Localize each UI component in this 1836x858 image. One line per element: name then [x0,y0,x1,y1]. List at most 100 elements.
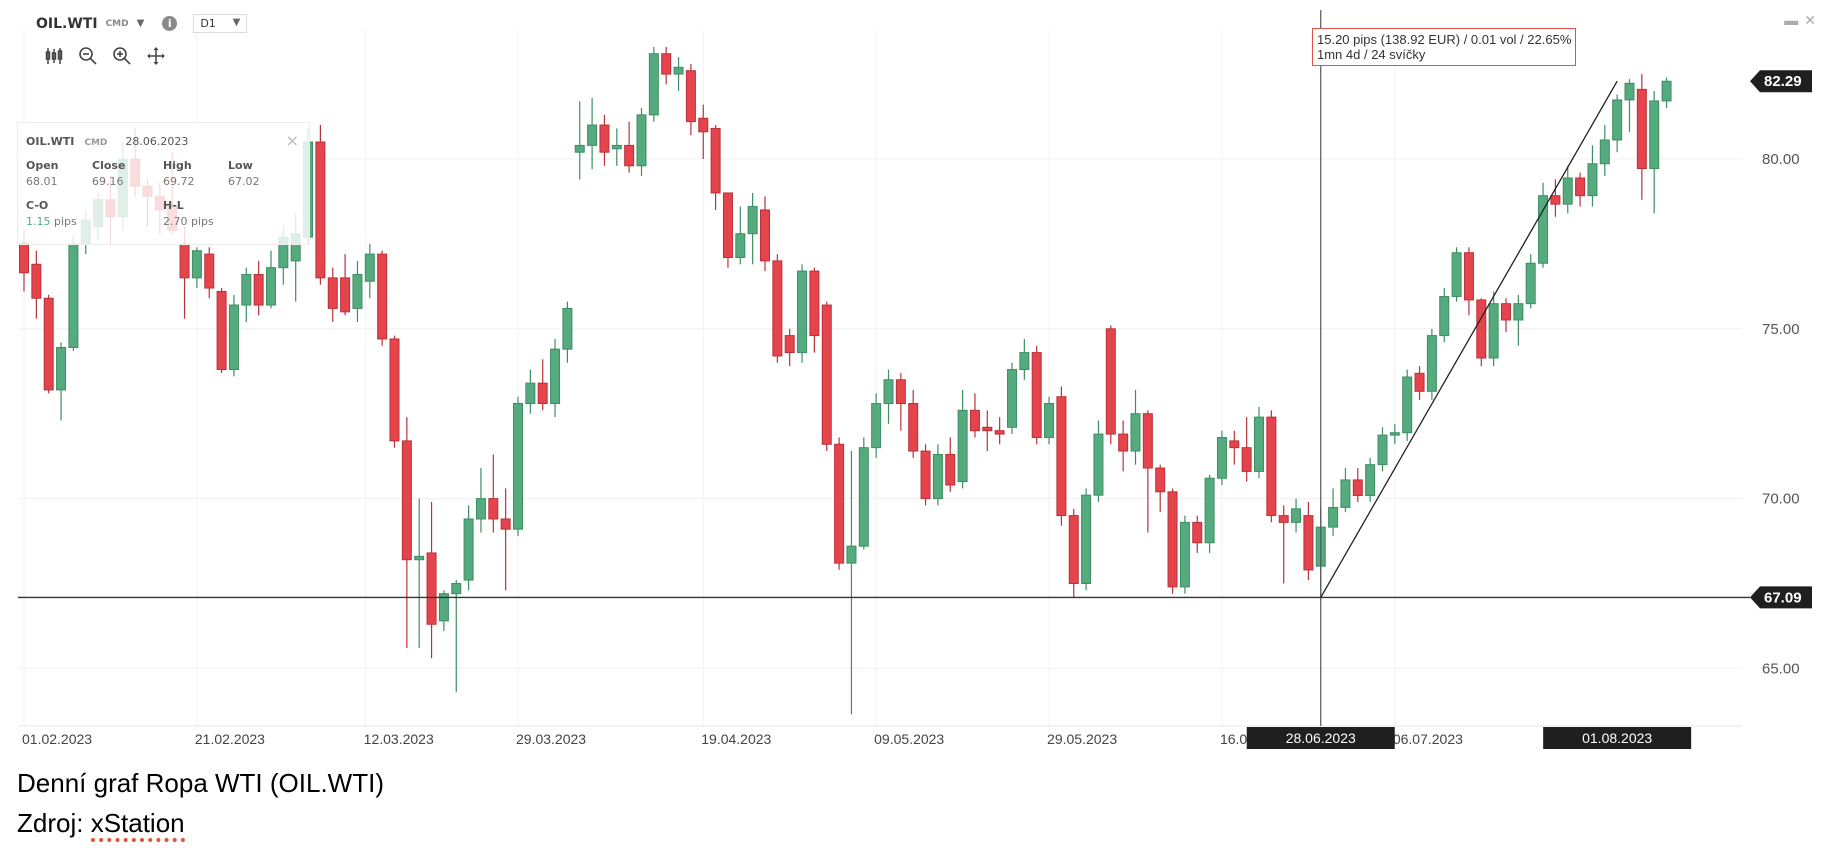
close-icon[interactable]: ✕ [1804,12,1816,28]
candle-bullish [1439,296,1450,337]
candle-bearish [1463,252,1474,301]
candle-bearish [389,338,400,442]
candle-bearish [401,440,412,561]
info-date: 28.06.2023 [125,135,189,148]
candle-bearish [624,144,635,167]
y-tick-label: 70.00 [1762,491,1800,508]
candle-bearish [1575,177,1586,197]
candle-bullish [1538,195,1549,264]
candle-bearish [179,243,190,279]
candle-bullish [1488,303,1499,359]
candle-bullish [1093,433,1104,496]
candle-bullish [1365,464,1376,497]
candle-bearish [1278,515,1289,523]
pan-icon[interactable] [146,46,166,71]
candle-bullish [957,409,968,483]
candle-bearish [1303,515,1314,571]
candle-bullish [1587,163,1598,197]
symbol-dropdown-icon[interactable]: ▼ [136,18,145,29]
candle-bullish [228,304,239,371]
candle-bearish [204,253,215,289]
horizontal-line-price-label: 67.09 [1764,589,1802,606]
candle-bullish [846,545,857,564]
current-price-label: 82.29 [1764,73,1802,90]
info-low: Low 67.02 [228,159,260,188]
candle-bullish [191,250,202,279]
candle-bullish [513,403,523,530]
candle-bullish [1216,436,1227,479]
candle-bearish [722,192,733,258]
candle-bearish [772,260,783,357]
info-icon[interactable]: i [162,16,178,31]
candle-bearish [834,443,845,564]
candle-bullish [1426,335,1437,392]
x-tick-label: 19.04.2023 [701,731,771,747]
timeframe-select[interactable]: D1 ▼ [193,14,248,33]
candle-bearish [710,127,721,194]
info-open: Open 68.01 [26,159,59,188]
candle-bearish [1550,195,1561,205]
candle-bearish [1118,433,1129,452]
info-high: High 69.72 [163,159,195,188]
candle-bearish [31,263,42,299]
measure-line-2: 1mn 4d / 24 svíčky [1317,47,1426,62]
chevron-down-icon: ▼ [232,17,241,28]
candle-bullish [1007,369,1017,428]
source-label: Zdroj: [17,808,91,838]
zoom-in-icon[interactable] [112,46,132,71]
candle-bullish [1340,479,1351,508]
candle-bearish [1056,396,1067,517]
x-tick-label: 21.02.2023 [195,731,265,747]
candle-bullish [1019,352,1030,371]
candle-bullish [463,518,474,581]
horizontal-line-price-label-bg [1750,586,1812,609]
chart-toolbar [44,46,166,71]
candle-bullish [673,66,684,75]
candle-bearish [1031,352,1042,438]
measure-tooltip: 15.20 pips (138.92 EUR) / 0.01 vol / 22.… [1312,28,1577,66]
symbol-name[interactable]: OIL.WTI [36,15,98,32]
minimize-icon[interactable]: ▬ [1784,12,1799,28]
candle-bullish [883,379,894,405]
candle-bearish [315,141,326,279]
x-tick-label: 12.03.2023 [364,731,434,747]
candle-bearish [1142,413,1153,469]
candle-bearish [340,277,351,313]
candles-icon[interactable] [44,46,64,71]
info-close-icon[interactable]: × [285,131,299,150]
candle-bearish [821,304,832,445]
candle-bullish [1204,477,1215,544]
candle-bearish [969,409,980,432]
candle-bearish [784,335,795,354]
candle-bullish [562,307,573,350]
candle-bearish [253,273,264,306]
ohlc-info-box: OIL.WTI CMD 28.06.2023 × Open 68.01 Close… [17,122,310,245]
candle-bullish [611,144,622,150]
candle-bullish [1328,506,1339,528]
candle-bullish [1044,403,1055,438]
y-tick-label: 80.00 [1762,151,1800,168]
candle-bullish [574,144,585,153]
x-tick-label: 01.02.2023 [22,731,92,747]
candle-bearish [685,70,696,123]
candle-bullish [871,403,882,449]
candle-bearish [1266,416,1277,517]
source-name[interactable]: xStation [90,808,185,842]
candle-bearish [994,430,1005,435]
candle-bearish [1414,372,1425,392]
candle-bullish [1377,434,1388,466]
candle-bullish [1179,521,1190,588]
candle-bullish [1599,139,1610,165]
zoom-out-icon[interactable] [78,46,98,71]
candle-bearish [1476,299,1487,359]
chart-header: OIL.WTI CMD ▼ i D1 ▼ [36,14,248,33]
candle-bearish [661,53,672,75]
candle-bearish [43,297,54,391]
x-tick-label: 29.05.2023 [1047,731,1117,747]
candle-bearish [500,518,511,530]
candle-bullish [266,267,276,306]
candle-bullish [56,346,67,391]
crosshair-date-label-bg [1246,727,1395,749]
info-c-o: C-O 1.15 pips [26,199,77,228]
